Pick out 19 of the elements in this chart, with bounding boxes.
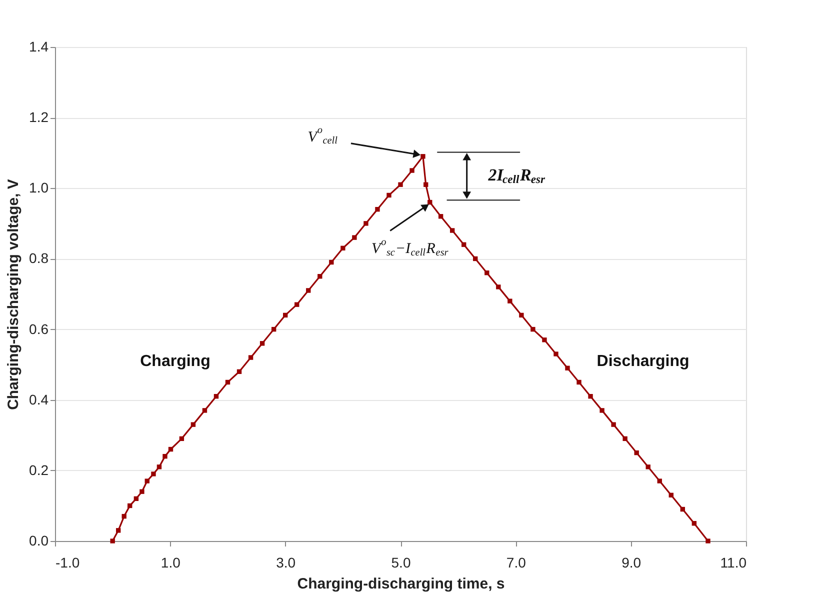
y-tick-label: 1.0	[29, 180, 49, 196]
y-tick-label: 0.2	[29, 462, 49, 478]
y-tick-label: 1.4	[29, 38, 49, 54]
x-tick-label: 5.0	[391, 554, 411, 570]
x-tick-label: 7.0	[506, 554, 526, 570]
y-tick-label: 0.8	[29, 250, 49, 266]
y-tick-label: 0.4	[29, 391, 49, 408]
x-tick-label: 1.0	[160, 554, 181, 570]
annotation: Discharging	[596, 353, 690, 370]
y-axis-title: Charging-discharging voltage, V	[5, 179, 22, 410]
x-tick-label: -1.0	[56, 554, 80, 570]
y-tick-label: 0.0	[29, 532, 49, 548]
x-tick-label: 3.0	[276, 554, 296, 570]
x-axis-title: Charging-discharging time, s	[297, 576, 505, 592]
y-tick-label: 0.6	[29, 320, 49, 337]
annotation: Charging	[140, 353, 210, 370]
x-tick-label: 11.0	[720, 554, 747, 570]
y-tick-label: 1.2	[29, 109, 49, 126]
x-tick-label: 9.0	[622, 554, 642, 570]
